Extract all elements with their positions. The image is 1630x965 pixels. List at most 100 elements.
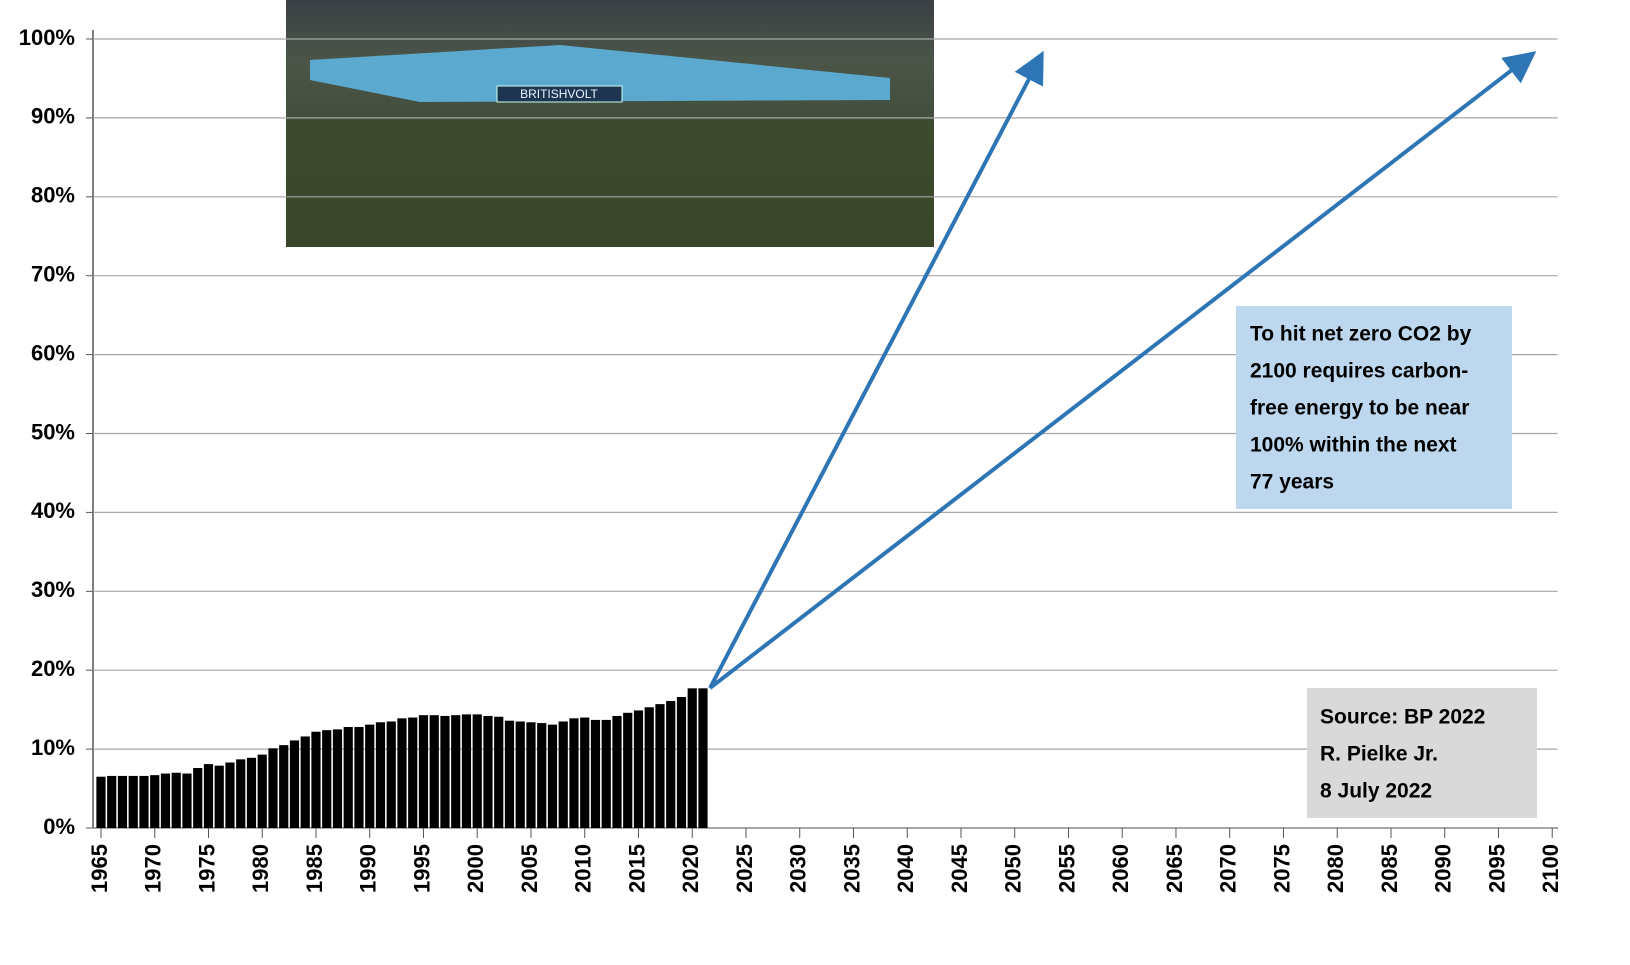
plot: 0% 10% 20% 30% 40% 50% 60% 70% 80% 90% 100% 1965 197…	[19, 25, 1563, 893]
bar	[139, 775, 149, 828]
bar	[483, 715, 493, 828]
x-tick-label: 2065	[1162, 844, 1187, 893]
bar	[171, 772, 181, 828]
x-tick-label: 2020	[678, 844, 703, 893]
bar	[332, 729, 343, 828]
annotations: To hit net zero CO2 by 2100 requires carb…	[1236, 306, 1537, 818]
bar	[203, 764, 214, 828]
x-tick-label: 2045	[947, 844, 972, 893]
x-tick-label: 2025	[732, 844, 757, 893]
arrow	[708, 50, 1044, 689]
annotation-box	[1236, 306, 1512, 509]
x-tick-label: 2080	[1323, 844, 1348, 893]
bar	[193, 768, 203, 828]
x-tick-label: 2075	[1269, 844, 1294, 893]
annotation-text: Source: BP 2022	[1320, 706, 1485, 729]
bar	[397, 718, 407, 828]
x-tick-label: 2095	[1484, 844, 1509, 893]
annotation-text: R. Pielke Jr.	[1320, 743, 1438, 766]
photo-label: BRITISHVOLT	[520, 87, 598, 101]
x-tick-label: 1985	[302, 844, 327, 893]
bar	[515, 721, 525, 828]
bar	[644, 707, 654, 828]
bar	[150, 775, 160, 828]
x-tick-label: 2070	[1216, 844, 1241, 893]
bar	[504, 720, 515, 828]
annotation-text: 8 July 2022	[1320, 780, 1432, 803]
bar	[300, 736, 310, 828]
x-tick-label: 2040	[893, 844, 918, 893]
bar	[365, 724, 375, 828]
bar	[322, 730, 332, 828]
y-tick-label: 100%	[19, 25, 75, 50]
bar	[558, 721, 568, 828]
bar	[580, 717, 590, 828]
bar	[160, 773, 171, 828]
bar	[633, 710, 644, 828]
annotation-text: 2100 requires carbon-	[1250, 360, 1468, 383]
x-tick-label: 1975	[194, 844, 219, 893]
bar	[236, 759, 246, 828]
y-tick-label: 20%	[31, 656, 75, 681]
bar	[698, 688, 708, 828]
bar	[687, 688, 697, 828]
x-tick-label: 2090	[1431, 844, 1456, 893]
bar	[182, 773, 192, 828]
bar	[343, 727, 353, 828]
bar	[429, 715, 439, 828]
bar	[440, 715, 450, 828]
y-tick-label: 30%	[31, 577, 75, 602]
bar	[537, 723, 547, 828]
x-tick-label: 1990	[356, 844, 381, 893]
y-tick-label: 90%	[31, 104, 75, 129]
annotation-box	[1307, 688, 1537, 818]
bar	[601, 719, 611, 828]
bar	[666, 700, 676, 828]
y-tick-label: 80%	[31, 183, 75, 208]
x-tick-label: 1970	[141, 844, 166, 893]
bar	[418, 715, 429, 828]
x-tick-label: 2085	[1377, 844, 1402, 893]
x-tick-label: 1995	[409, 844, 434, 893]
annotation-text: 77 years	[1250, 471, 1334, 494]
photo: BRITISHVOLT	[286, 0, 934, 247]
bar	[408, 717, 418, 828]
bar	[107, 775, 117, 828]
x-tick-label: 2050	[1001, 844, 1026, 893]
annotation-text: free energy to be near	[1250, 397, 1469, 420]
bar	[472, 714, 482, 828]
annotation-text: To hit net zero CO2 by	[1250, 323, 1472, 346]
bar	[590, 719, 601, 828]
bar	[526, 722, 536, 828]
x-tick-label: 2060	[1108, 844, 1133, 893]
bar	[655, 704, 665, 828]
bar	[676, 697, 687, 828]
bar	[623, 712, 633, 828]
x-tick-label: 2100	[1538, 844, 1563, 893]
bar	[461, 714, 472, 828]
bar	[117, 775, 128, 828]
bar	[96, 776, 106, 828]
x-tick-label: 1980	[248, 844, 273, 893]
arrow	[708, 51, 1537, 690]
y-tick-label: 60%	[31, 340, 75, 365]
y-tick-label: 40%	[31, 498, 75, 523]
bar	[214, 765, 224, 828]
y-tick-label: 50%	[31, 419, 75, 444]
bar	[289, 740, 300, 828]
x-tick-label: 2010	[571, 844, 596, 893]
x-tick-label: 2015	[624, 844, 649, 893]
bar	[451, 715, 461, 828]
x-tick-label: 2030	[786, 844, 811, 893]
bar	[612, 715, 622, 828]
bar	[128, 775, 138, 828]
bar	[354, 727, 364, 828]
bar	[268, 748, 278, 828]
bar	[547, 724, 558, 828]
x-tick-label: 1965	[87, 844, 112, 893]
bar	[311, 731, 321, 828]
y-tick-label: 0%	[43, 814, 75, 839]
bar	[257, 754, 267, 828]
y-tick-label: 70%	[31, 262, 75, 287]
